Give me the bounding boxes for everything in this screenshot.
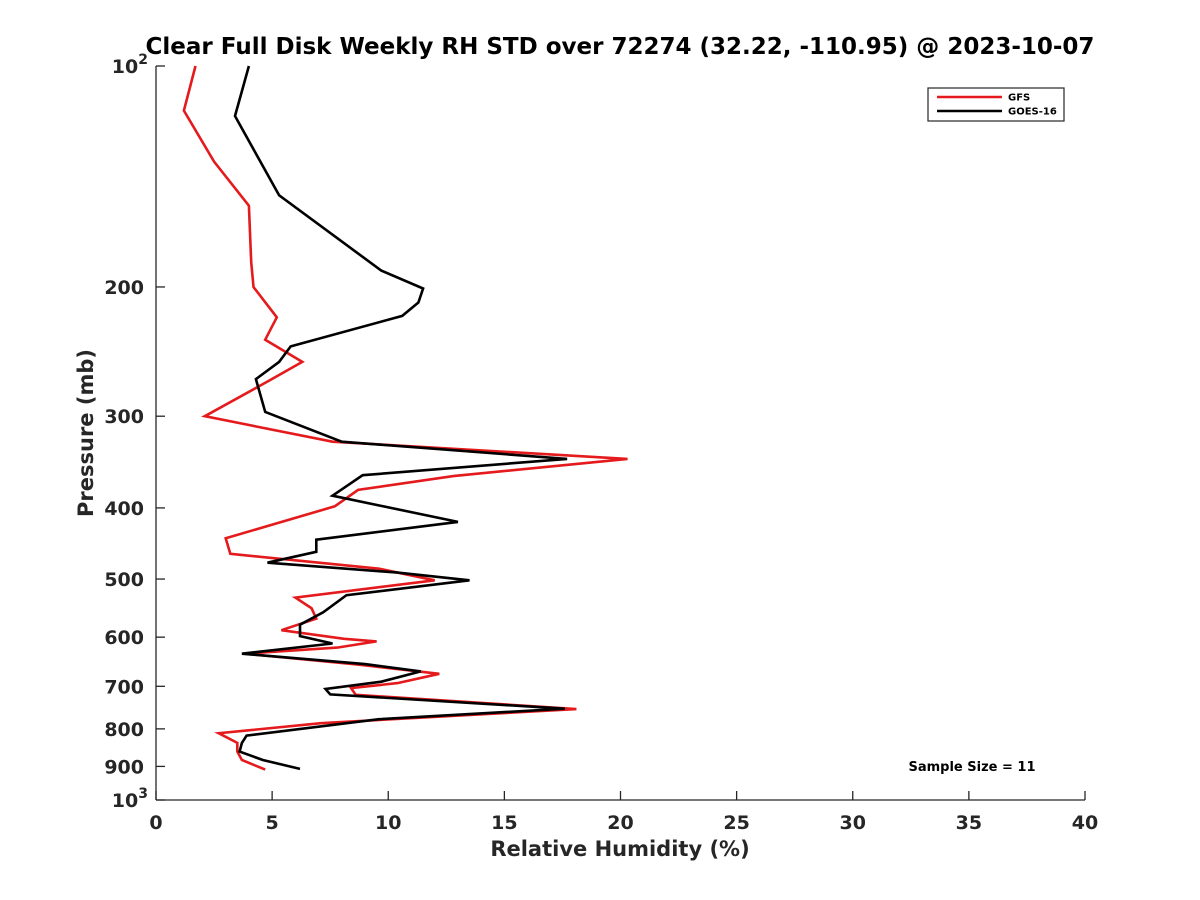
series-line-gfs — [182, 65, 628, 771]
x-tick-label: 30 — [840, 812, 866, 834]
x-tick-label: 10 — [375, 812, 401, 834]
x-ticks: 0 5 10 15 20 25 30 35 40 — [149, 791, 1098, 834]
y-axis-label: Pressure (mb) — [74, 349, 98, 517]
y-tick-label: 102 — [112, 52, 148, 78]
x-tick-label: 25 — [723, 812, 749, 834]
x-tick-label: 15 — [491, 812, 517, 834]
legend-label: GOES-16 — [1008, 107, 1057, 118]
series-lines — [182, 65, 628, 771]
chart-title: Clear Full Disk Weekly RH STD over 72274… — [146, 34, 1095, 60]
y-ticks: 102 200 300 400 500 600 700 800 900 103 — [104, 52, 165, 812]
y-tick-label: 900 — [104, 756, 144, 778]
y-tick-label: 103 — [112, 786, 148, 812]
series-line-goes-16 — [233, 65, 568, 771]
legend: GFS GOES-16 — [927, 87, 1065, 122]
legend-box — [927, 87, 1065, 122]
legend-label: GFS — [1008, 93, 1030, 104]
y-tick-label: 800 — [104, 719, 144, 741]
x-tick-label: 35 — [956, 812, 982, 834]
x-tick-label: 0 — [149, 812, 162, 834]
y-tick-label: 200 — [104, 277, 144, 299]
sample-size-annotation: Sample Size = 11 — [908, 760, 1035, 775]
y-tick-label: 500 — [104, 569, 144, 591]
y-tick-label: 600 — [104, 627, 144, 649]
x-tick-label: 20 — [607, 812, 633, 834]
y-tick-label: 400 — [104, 498, 144, 520]
y-tick-label: 700 — [104, 676, 144, 698]
x-tick-label: 40 — [1072, 812, 1098, 834]
x-axis-label: Relative Humidity (%) — [490, 837, 749, 861]
x-tick-label: 5 — [266, 812, 279, 834]
y-tick-label: 300 — [104, 406, 144, 428]
